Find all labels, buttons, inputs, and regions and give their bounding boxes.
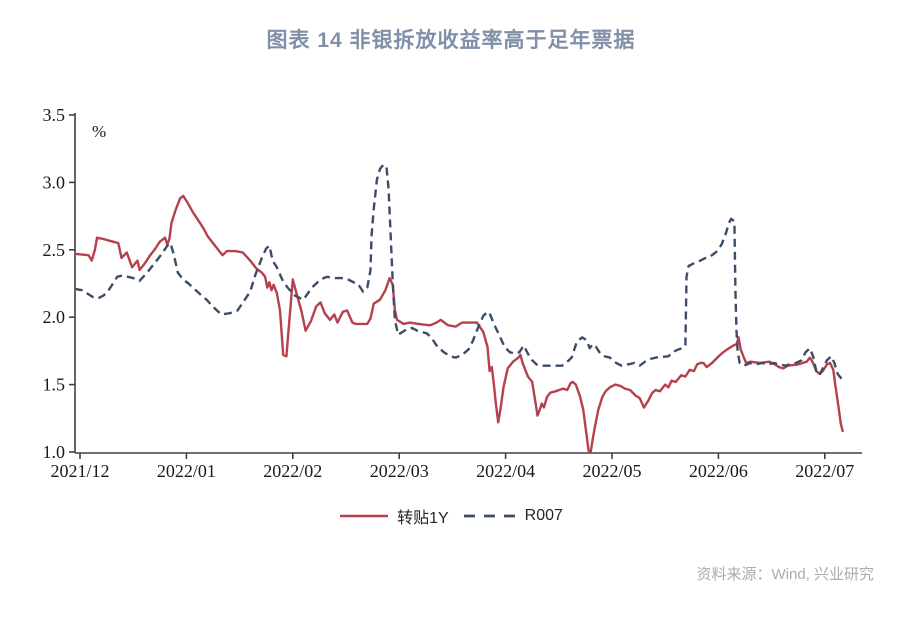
series-lines: [74, 163, 846, 454]
chart-legend: 转贴1Y R007: [0, 504, 902, 528]
svg-text:2.0: 2.0: [43, 307, 66, 327]
legend-item-r007: R007: [463, 507, 563, 525]
chart-title: 图表 14 非银拆放收益率高于足年票据: [266, 29, 636, 52]
y-unit-label: %: [92, 122, 106, 141]
axes: [74, 113, 862, 454]
svg-text:3.5: 3.5: [43, 105, 66, 125]
svg-text:2022/04: 2022/04: [476, 461, 535, 481]
x-axis-ticks: 2021/12 2022/01 2022/02 2022/03 2022/04 2022/…: [50, 453, 854, 481]
legend-item-zhuantie-1y: 转贴1Y: [339, 504, 449, 528]
svg-text:1.0: 1.0: [43, 442, 66, 462]
legend-label-zhuantie-1y: 转贴1Y: [397, 510, 449, 527]
svg-text:3.0: 3.0: [43, 172, 66, 192]
svg-text:2.5: 2.5: [43, 240, 66, 260]
svg-text:2022/02: 2022/02: [263, 461, 322, 481]
svg-text:%: %: [92, 122, 106, 141]
svg-text:2022/05: 2022/05: [582, 461, 641, 481]
svg-text:2022/03: 2022/03: [370, 461, 429, 481]
svg-text:2022/06: 2022/06: [689, 461, 748, 481]
y-axis-ticks: 1.0 1.5 2.0 2.5 3.0 3.5: [43, 105, 75, 462]
svg-text:2022/07: 2022/07: [795, 461, 854, 481]
solid-line-swatch: [340, 514, 389, 518]
dashed-line-swatch: [463, 514, 516, 518]
legend-label-r007: R007: [524, 507, 563, 524]
svg-text:2021/12: 2021/12: [50, 461, 109, 481]
source-note: 资料来源：Wind, 兴业研究: [696, 566, 874, 583]
svg-text:2022/01: 2022/01: [157, 461, 216, 481]
svg-text:1.5: 1.5: [43, 375, 66, 395]
